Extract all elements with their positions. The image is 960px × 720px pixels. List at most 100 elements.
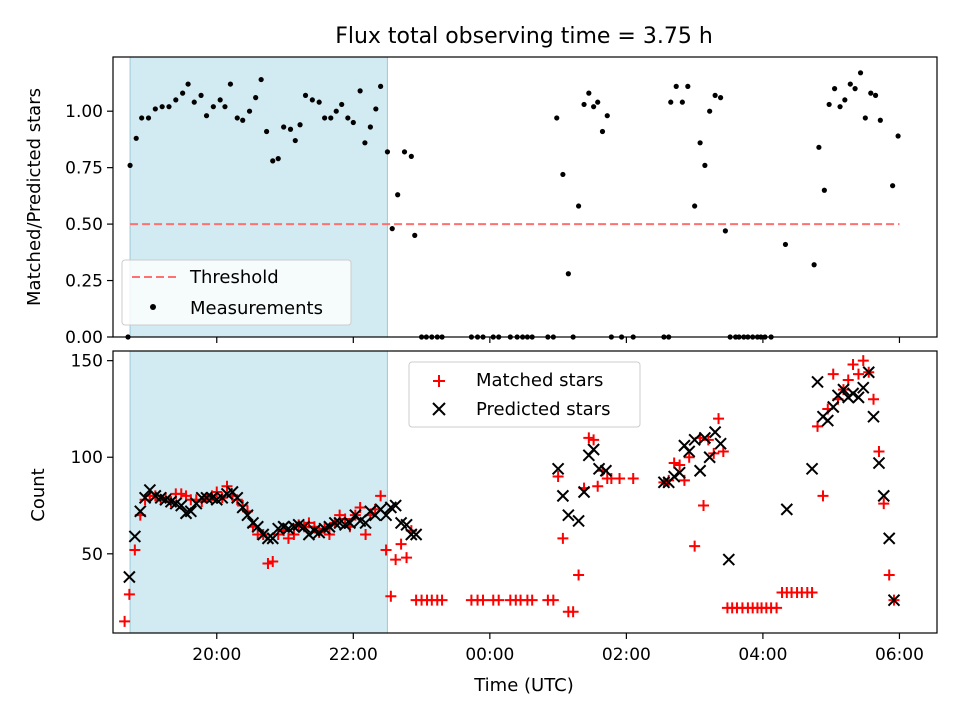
measurement-point [270, 158, 276, 164]
predicted-stars-point [556, 489, 570, 503]
matched-stars-point [683, 451, 695, 463]
predicted-stars-point [236, 501, 249, 514]
matched-stars-point [614, 472, 626, 484]
measurement-point [198, 92, 204, 98]
measurement-point [240, 117, 246, 123]
measurement-point [595, 99, 601, 105]
bottom-y-axis-label: Count [28, 468, 49, 521]
predicted-stars-point [857, 381, 870, 394]
matched-stars-point [771, 602, 783, 614]
bottom-y-tick-label: 50 [81, 545, 103, 565]
predicted-stars-point [657, 476, 671, 489]
predicted-stars-point [123, 570, 136, 584]
matched-stars-point [436, 594, 448, 606]
predicted-stars-point [302, 528, 316, 541]
legend-predicted-swatch [432, 402, 446, 416]
measurement-point [185, 81, 191, 87]
measurement-point [554, 115, 560, 121]
measurement-point [275, 156, 281, 162]
measurement-point [852, 86, 858, 92]
matched-stars-point [262, 557, 274, 569]
predicted-stars-point [698, 431, 712, 445]
predicted-stars-point [688, 433, 701, 447]
measurement-point [384, 149, 391, 155]
predicted-stars-point [805, 462, 819, 476]
measurement-point [395, 192, 401, 198]
measurement-point [401, 149, 408, 155]
measurement-point [180, 90, 186, 96]
predicted-stars-point [359, 516, 372, 530]
matched-stars-point [395, 538, 407, 550]
measurement-point [227, 81, 234, 87]
measurement-point [697, 140, 703, 146]
chart-title: Flux total observing time = 3.75 h [335, 24, 713, 49]
measurement-point [287, 126, 294, 132]
predicted-stars-point [312, 526, 326, 539]
matched-stars-point [689, 540, 701, 552]
predicted-stars-point [343, 516, 357, 530]
measurement-point [890, 183, 896, 189]
measurement-point [692, 203, 698, 209]
matched-stars-point [668, 457, 680, 469]
measurement-point [264, 128, 270, 135]
measurement-point [581, 101, 587, 108]
predicted-stars-point [551, 462, 565, 476]
predicted-stars-point [241, 508, 254, 522]
legend-threshold-label: Threshold [189, 267, 279, 288]
bottom-x-tick-label: 04:00 [738, 645, 787, 665]
measurement-point [673, 83, 679, 89]
measurement-point [816, 144, 822, 150]
predicted-stars-point [134, 505, 147, 518]
matched-stars-point [380, 544, 392, 556]
bottom-x-tick-label: 06:00 [875, 645, 924, 665]
measurement-point [367, 124, 373, 130]
bottom-legend: Matched stars Predicted stars [408, 361, 641, 428]
measurement-point [203, 113, 210, 119]
measurement-point [668, 99, 674, 105]
matched-stars-point [385, 590, 397, 602]
predicted-stars-point [667, 470, 681, 483]
matched-stars-point [477, 594, 489, 606]
matched-stars-point [552, 471, 564, 483]
measurement-point [234, 115, 240, 121]
predicted-stars-point [200, 491, 213, 505]
bottom-shaded-region [129, 350, 388, 634]
top-legend-box [121, 259, 352, 326]
measurement-point [412, 232, 418, 238]
predicted-stars-point [682, 445, 696, 458]
measurement-point [281, 124, 287, 130]
legend-matched-label: Matched stars [476, 370, 603, 391]
matched-stars-point [360, 528, 372, 540]
matched-stars-point [557, 532, 569, 544]
measurement-point [811, 262, 817, 268]
measurement-point [604, 113, 610, 119]
predicted-stars-point [867, 410, 880, 423]
matched-stars-point [401, 552, 413, 564]
predicted-stars-point [592, 462, 606, 476]
top-y-tick-label: 0.00 [65, 328, 103, 348]
predicted-stars-point [599, 464, 613, 477]
measurement-point [159, 104, 165, 110]
measurement-point [707, 108, 713, 114]
top-y-tick-label: 0.50 [65, 215, 103, 235]
predicted-stars-point [852, 391, 865, 404]
matched-stars-point [175, 488, 187, 500]
matched-stars-point [375, 490, 387, 502]
predicted-stars-point [389, 499, 402, 512]
legend-measurements-swatch [150, 304, 156, 310]
top-y-tick-label: 1.00 [65, 102, 103, 122]
measurement-point [591, 104, 597, 110]
matched-stars-point [493, 594, 505, 606]
measurement-point [316, 99, 322, 105]
matched-stars-point [827, 368, 839, 380]
measurement-point [222, 104, 228, 110]
measurement-point [345, 115, 351, 121]
measurement-point [328, 115, 334, 121]
matched-stars-point [852, 368, 864, 380]
measurement-point [685, 83, 691, 89]
predicted-stars-point [872, 456, 886, 470]
measurement-point [152, 106, 158, 112]
measurement-point [857, 70, 864, 76]
matched-stars-point [129, 544, 141, 556]
